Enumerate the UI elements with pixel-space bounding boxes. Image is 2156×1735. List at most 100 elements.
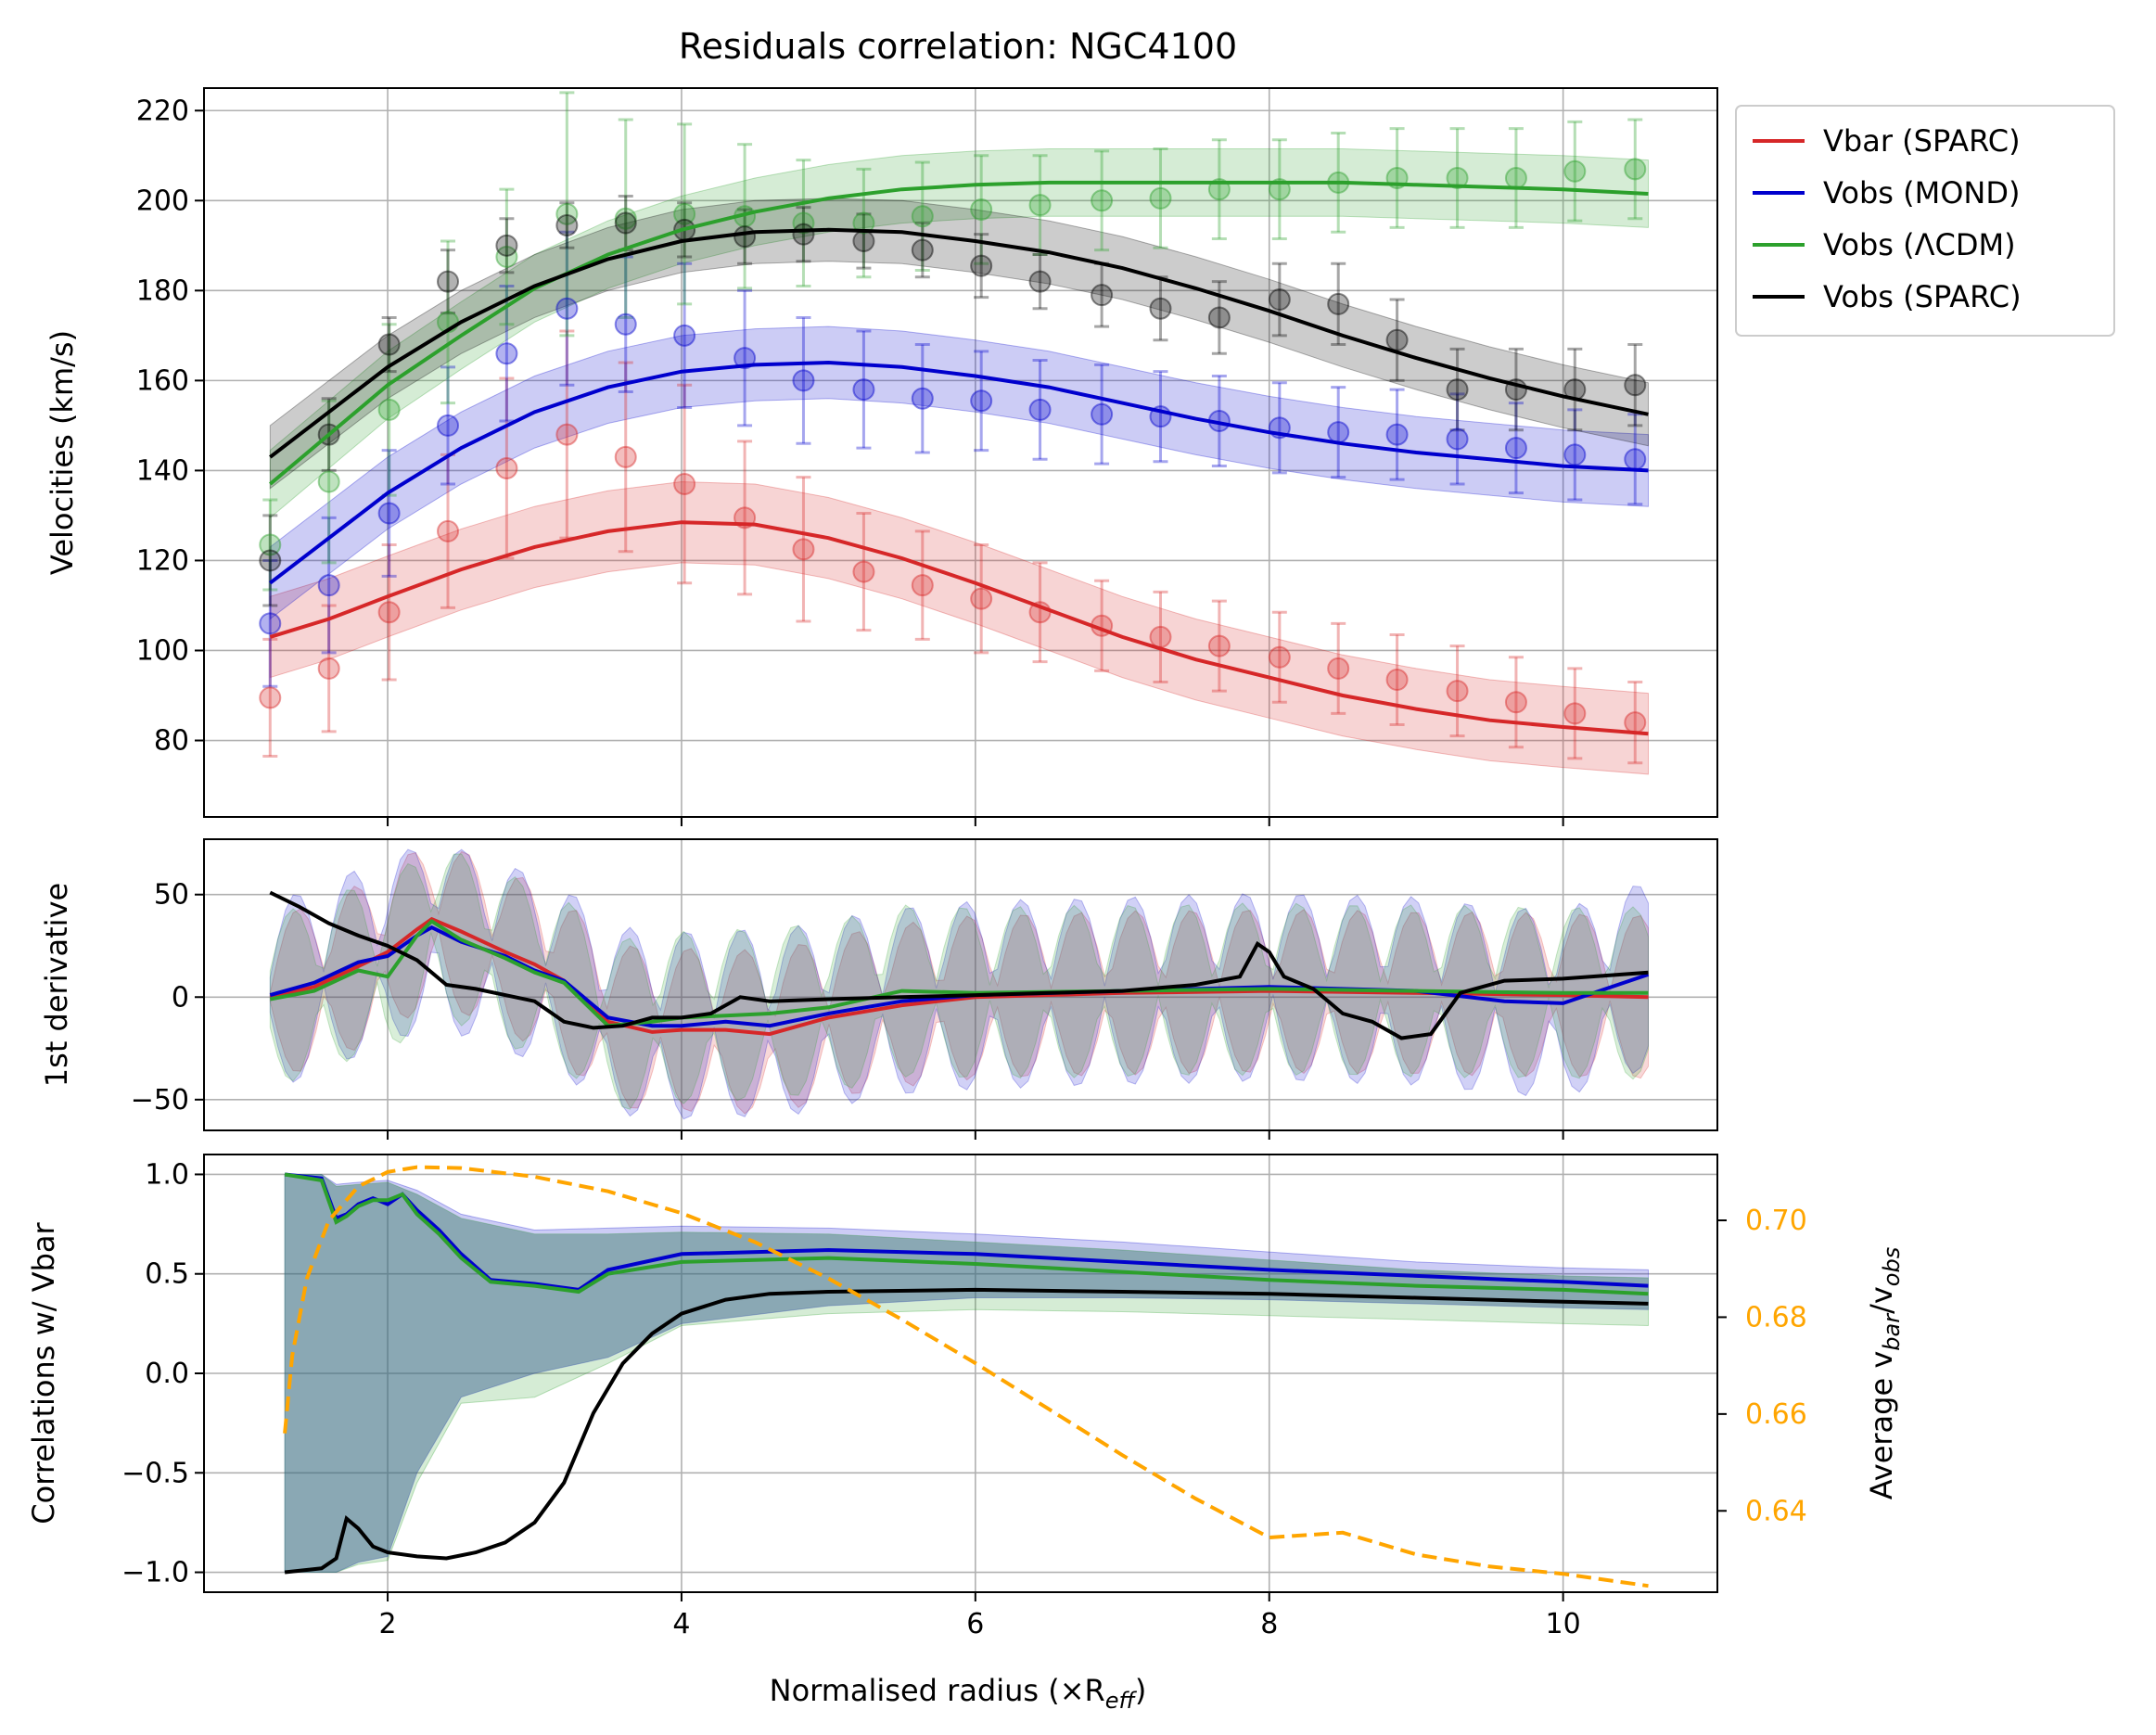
velocities-bands bbox=[269, 148, 1649, 775]
vobs-mond-point bbox=[734, 347, 757, 370]
vobs-cdm-point bbox=[792, 211, 815, 235]
vobs-cdm-point bbox=[852, 211, 875, 235]
y-tick-label: 140 bbox=[136, 454, 189, 487]
vobs-sparc-point bbox=[1207, 306, 1231, 329]
vobs-cdm-point bbox=[495, 245, 518, 268]
vobs-mond-point bbox=[1624, 448, 1647, 471]
vobs-cdm-point bbox=[1028, 194, 1052, 217]
y-tick-label: 0.5 bbox=[145, 1258, 189, 1291]
vobs-mond-point bbox=[259, 612, 282, 635]
vobs-sparc-line bbox=[269, 227, 1649, 459]
x-tick-label: 10 bbox=[1546, 1608, 1581, 1640]
y-tick-label: 80 bbox=[154, 725, 189, 758]
vobs-sparc-point bbox=[437, 270, 460, 293]
vobs-mond-correlation-band bbox=[284, 1174, 1649, 1573]
chart-title: Residuals correlation: NGC4100 bbox=[679, 26, 1237, 67]
correlation-band-overlap bbox=[285, 1174, 1649, 1573]
derivative-bands bbox=[269, 848, 1649, 1120]
y-tick-label: 120 bbox=[136, 544, 189, 577]
x-tick-label: 2 bbox=[379, 1608, 397, 1640]
vbar-sparc-point bbox=[1624, 711, 1647, 734]
vobs-cdm-point bbox=[970, 198, 993, 221]
correlations-grid bbox=[204, 1155, 1717, 1592]
x-tick-label: 8 bbox=[1260, 1608, 1278, 1640]
legend-frame bbox=[1735, 105, 2115, 337]
vobs-cdm-derivative-line bbox=[269, 918, 1649, 1028]
vobs-cdm-line bbox=[269, 180, 1649, 486]
vobs-mond-point bbox=[852, 378, 875, 402]
vobs-sparc-band bbox=[269, 198, 1649, 490]
vbar-sparc-point bbox=[1504, 691, 1527, 714]
vobs-cdm-point bbox=[1091, 189, 1114, 212]
y-tick-label: −0.5 bbox=[121, 1457, 189, 1489]
vobs-mond-point bbox=[970, 389, 993, 413]
vobs-mond-point bbox=[1028, 398, 1052, 421]
y-tick-label: 100 bbox=[136, 634, 189, 667]
vobs-sparc-point bbox=[495, 234, 518, 257]
velocities-error-bars bbox=[262, 91, 1643, 765]
vobs-sparc-derivative-line bbox=[269, 890, 1649, 1040]
x-axis-label: Normalised radius (×Reff) bbox=[770, 1673, 1147, 1714]
vbar-sparc-line bbox=[269, 520, 1649, 736]
vbar-sparc-point bbox=[1149, 625, 1172, 648]
ratio-y-axis-label: Average vbar/vobs bbox=[1864, 1247, 1905, 1499]
x-tick-label: 4 bbox=[672, 1608, 690, 1640]
vbar-sparc-derivative-line bbox=[269, 916, 1649, 1037]
velocities-axes-frame bbox=[203, 87, 1718, 818]
velocities-panel: 80 100 120 140 160 180 200 220 Velocities (km/s… bbox=[45, 87, 1718, 826]
vobs-cdm-point bbox=[259, 533, 282, 556]
average-v-bar-v-obs-correlation-line bbox=[283, 1165, 1649, 1588]
vbar-sparc-point bbox=[495, 456, 518, 479]
vbar-sparc-point bbox=[1207, 634, 1231, 657]
vbar-sparc-point bbox=[377, 601, 401, 624]
vbar-sparc-derivative-band bbox=[269, 850, 1649, 1115]
derivative-panel: −50 0 50 1st derivative bbox=[39, 838, 1718, 1140]
vobs-sparc-point bbox=[970, 254, 993, 277]
vobs-cdm-point bbox=[1563, 159, 1587, 183]
vobs-sparc-point bbox=[1446, 378, 1469, 402]
vobs-cdm-correlation-line bbox=[284, 1172, 1649, 1296]
velocities-points bbox=[259, 158, 1647, 734]
y-tick-label: 0.0 bbox=[145, 1358, 189, 1390]
vobs-sparc-point bbox=[734, 225, 757, 249]
y2-tick-label: 0.68 bbox=[1745, 1301, 1807, 1333]
correlations-ticks: −1.0 −0.5 0.0 0.5 1.0 2 4 6 8 10 0.64 0.66 0.68 0.70 bbox=[121, 1158, 1807, 1640]
y-tick-label: −50 bbox=[131, 1084, 189, 1116]
vobs-cdm-point bbox=[911, 205, 934, 228]
vobs-cdm-correlation-band bbox=[284, 1174, 1649, 1573]
vbar-sparc-point bbox=[555, 423, 579, 446]
vobs-cdm-derivative-band bbox=[269, 853, 1649, 1110]
vbar-sparc-point bbox=[673, 472, 696, 495]
vobs-cdm-point bbox=[377, 398, 401, 421]
vobs-cdm-point bbox=[555, 202, 579, 225]
y-tick-label: 180 bbox=[136, 274, 189, 307]
vobs-mond-point bbox=[317, 574, 340, 597]
vbar-sparc-point bbox=[1446, 680, 1469, 703]
vbar-sparc-point bbox=[437, 519, 460, 542]
vobs-mond-point bbox=[1327, 421, 1350, 444]
vbar-sparc-point bbox=[614, 445, 637, 468]
vobs-mond-point bbox=[673, 324, 696, 347]
vobs-mond-point bbox=[792, 369, 815, 392]
vobs-mond-point bbox=[555, 297, 579, 320]
vobs-sparc-point bbox=[1385, 328, 1409, 351]
vbar-sparc-point bbox=[1327, 657, 1350, 680]
legend-label-vobs-sparc: Vobs (SPARC) bbox=[1823, 279, 2022, 314]
vobs-mond-point bbox=[1091, 402, 1114, 426]
vobs-mond-point bbox=[437, 414, 460, 437]
vobs-cdm-point bbox=[614, 207, 637, 230]
vobs-mond-point bbox=[1504, 437, 1527, 460]
velocities-lines bbox=[269, 180, 1649, 736]
vobs-sparc-point bbox=[852, 229, 875, 252]
vobs-sparc-point bbox=[1149, 297, 1172, 320]
vbar-sparc-band bbox=[269, 480, 1649, 775]
velocities-y-axis-label: Velocities (km/s) bbox=[45, 330, 80, 575]
vobs-cdm-point bbox=[1624, 158, 1647, 181]
derivative-ticks: −50 0 50 bbox=[131, 879, 1564, 1140]
y-tick-label: 160 bbox=[136, 364, 189, 397]
y-tick-label: 1.0 bbox=[145, 1158, 189, 1191]
vobs-sparc-point bbox=[1268, 288, 1291, 312]
correlations-bands bbox=[284, 1174, 1649, 1573]
y-tick-label: 0 bbox=[172, 981, 189, 1014]
vobs-mond-point bbox=[495, 342, 518, 365]
